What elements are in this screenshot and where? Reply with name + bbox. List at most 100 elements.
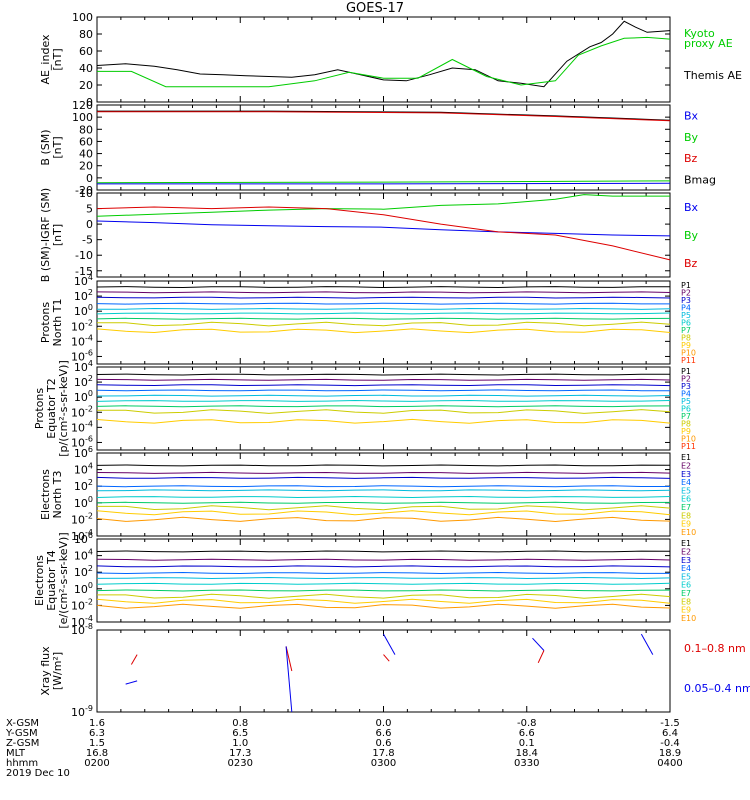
series-e7	[96, 501, 671, 504]
x-row-value: 0200	[84, 758, 109, 769]
legend-e2: E2	[681, 547, 691, 556]
y-tick-label: 104	[74, 548, 93, 563]
panel-bdiff: 10 5 0 -5 -10 -15 B (SM)-IGRF (SM)[nT] Bx By Bz	[39, 187, 699, 282]
series-by	[96, 180, 671, 184]
series-p5	[96, 394, 671, 397]
y-axis-label-line: North T1	[51, 299, 64, 347]
series-e1	[96, 550, 671, 553]
legend-e2: E2	[681, 461, 691, 470]
x-row-value: 18.9	[659, 748, 681, 759]
y-tick-label: 60	[79, 45, 93, 58]
series-p4	[96, 389, 670, 392]
legend-bx: Bx	[684, 110, 699, 123]
legend-e10: E10	[681, 528, 696, 537]
y-axis-label-line: Electrons	[33, 555, 46, 606]
legend-by: By	[684, 131, 699, 144]
x-row-label: hhmm	[6, 758, 38, 769]
series-p7	[96, 317, 671, 320]
series-e3	[96, 476, 671, 479]
x-row-label: Z-GSM	[6, 738, 39, 749]
series-bmag	[97, 110, 671, 121]
series-e7	[96, 589, 671, 592]
y-tick-label: 106	[74, 445, 93, 460]
panel-frame	[96, 192, 671, 278]
y-tick-label: 10-2	[71, 511, 93, 526]
x-row-value: -0.8	[517, 718, 537, 729]
y-tick-label: 100	[72, 11, 93, 24]
x-date: 2019 Dec 10	[6, 768, 70, 779]
y-tick-label: 20	[79, 160, 93, 173]
legend-themis-ae: Themis AE	[683, 69, 742, 82]
series-p9	[96, 328, 671, 334]
legend-e10: E10	[681, 614, 696, 623]
series-e2	[96, 558, 671, 561]
xray-segment	[640, 633, 654, 655]
legend-e9: E9	[681, 606, 691, 615]
x-row-value: 6.4	[662, 728, 678, 739]
legend-p11: P11	[681, 356, 696, 365]
legend-e4: E4	[681, 478, 691, 487]
y-tick-label: 100	[72, 111, 93, 124]
panel-frame	[96, 280, 671, 365]
y-axis-label: ElectronsNorth T3	[39, 469, 64, 520]
plot-title: GOES-17	[346, 1, 404, 16]
legend-e5: E5	[681, 572, 691, 581]
legend-p2: P2	[681, 374, 691, 383]
x-row-label: X-GSM	[6, 718, 39, 729]
legend-p10: P10	[681, 435, 696, 444]
y-tick-label: 10-2	[71, 597, 93, 612]
x-row-value: -1.5	[660, 718, 680, 729]
series-p8	[97, 321, 671, 327]
x-row-value: 0330	[514, 758, 539, 769]
y-tick-label: 10	[79, 187, 93, 200]
legend-e1: E1	[681, 453, 691, 462]
x-row-value: 0300	[371, 758, 396, 769]
legend-p8: P8	[681, 420, 691, 429]
x-row-value: 17.8	[372, 748, 394, 759]
series-p5	[96, 307, 671, 310]
xray-segment	[383, 654, 390, 662]
legend-p9: P9	[681, 427, 691, 436]
y-axis-label: AE_index[nT]	[39, 34, 64, 85]
y-tick-label: 0	[86, 96, 93, 109]
series-p9	[96, 418, 671, 424]
legend-bz: Bz	[684, 257, 698, 270]
y-axis-label: ProtonsNorth T1	[39, 299, 64, 347]
x-row-value: 6.3	[89, 728, 105, 739]
y-axis-label-line: [W/m²]	[51, 652, 64, 690]
y-axis-label-line: [e/(cm²-s-sr-keV)]	[57, 532, 70, 628]
series-e10	[96, 516, 671, 523]
legend-p9: P9	[681, 341, 691, 350]
x-row-value: 17.3	[229, 748, 251, 759]
legend-p7: P7	[681, 326, 691, 335]
series-e3	[96, 565, 671, 568]
x-row-value: 6.6	[519, 728, 535, 739]
y-tick-label: 0	[86, 218, 93, 231]
series-by	[96, 194, 670, 217]
y-axis-label-line: [nT]	[51, 48, 64, 70]
legend-0-1-0-8-nm: 0.1–0.8 nm	[684, 642, 746, 655]
legend-e6: E6	[681, 581, 691, 590]
x-row-value: 0400	[657, 758, 682, 769]
legend-p5: P5	[681, 311, 691, 320]
y-axis-label-line: B (SM)-IGRF (SM)	[39, 188, 52, 282]
y-tick-label: 104	[74, 462, 93, 477]
legend-e4: E4	[681, 564, 691, 573]
series-e5	[96, 489, 671, 492]
legend-bmag: Bmag	[684, 173, 716, 186]
y-tick-label: 10-4	[71, 419, 93, 434]
x-row-value: 1.6	[89, 718, 105, 729]
y-tick-label: -20	[75, 184, 93, 197]
xray-segment	[285, 646, 293, 672]
y-tick-label: 0	[86, 172, 93, 185]
series-p3	[96, 296, 671, 299]
legend-e3: E3	[681, 556, 691, 565]
legend-e8: E8	[681, 511, 691, 520]
x-row-value: 18.4	[516, 748, 538, 759]
legend-p5: P5	[681, 397, 691, 406]
legend-p6: P6	[681, 405, 691, 414]
